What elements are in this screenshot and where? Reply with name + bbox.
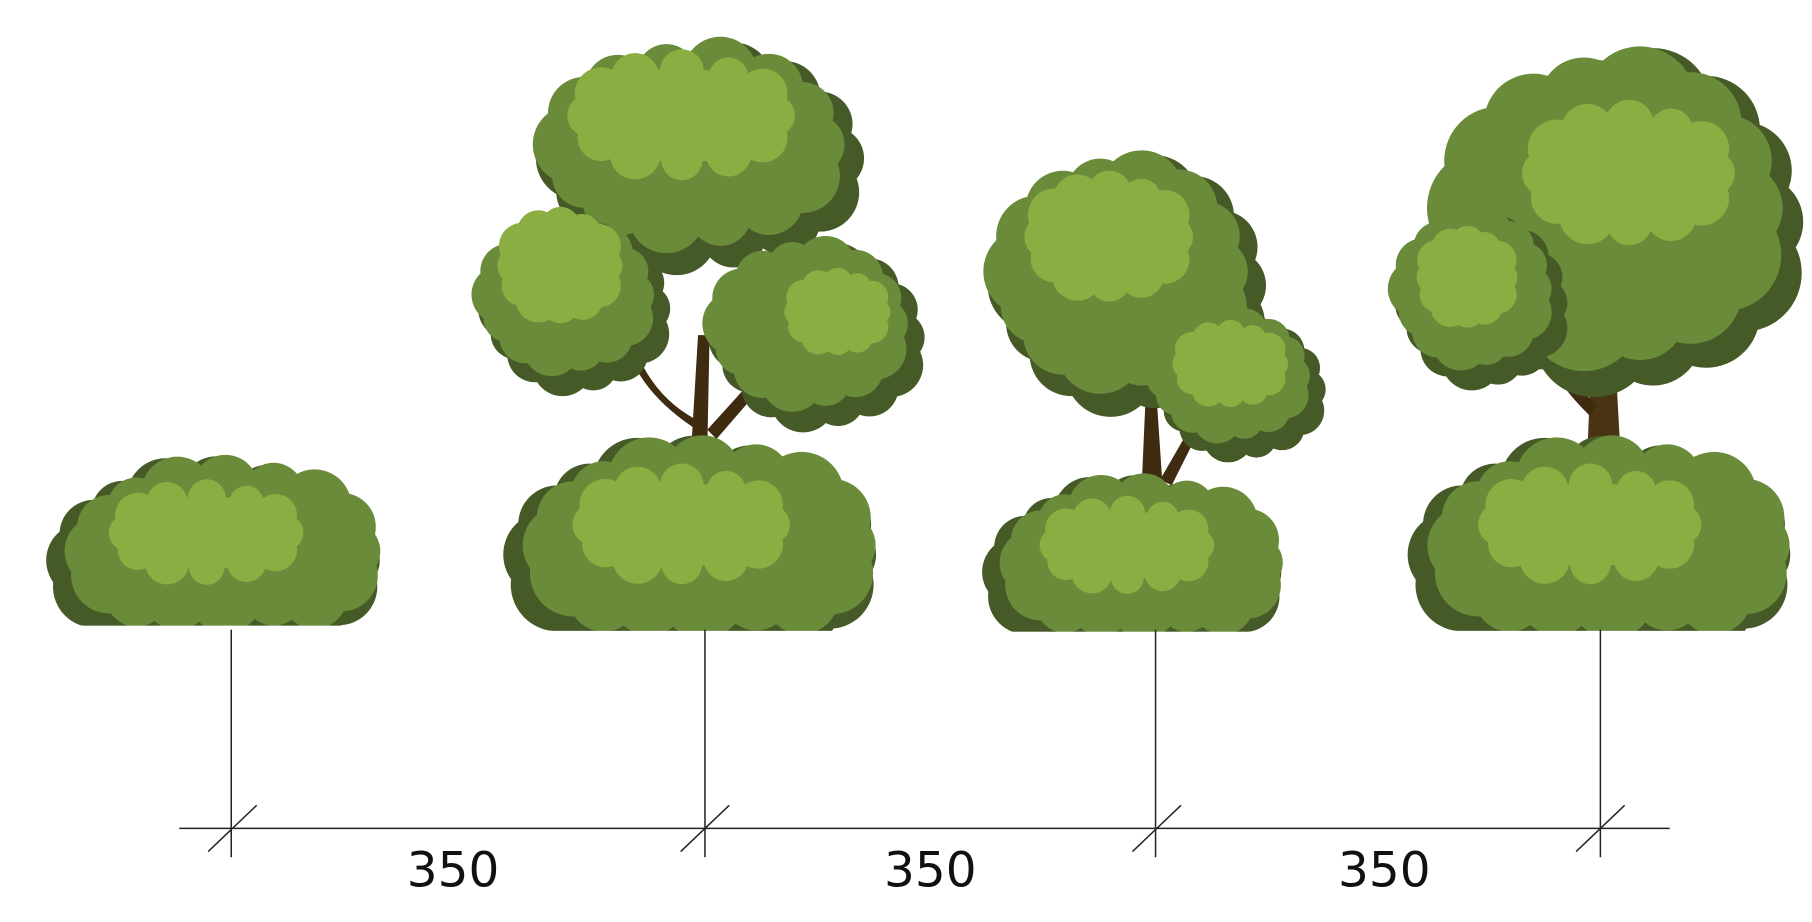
foliage-blob: [1215, 508, 1279, 572]
foliage-cluster: [1478, 463, 1702, 585]
foliage-blob: [661, 543, 703, 585]
foliage-blob: [1645, 480, 1695, 530]
foliage-blob: [1606, 199, 1653, 246]
foliage-blob: [734, 166, 804, 236]
foliage-blob: [705, 131, 752, 177]
foliage-blob: [1237, 374, 1268, 405]
foliage-cluster: [1024, 170, 1194, 302]
foliage-blob: [660, 463, 704, 507]
foliage-blob: [1168, 509, 1209, 550]
foliage-blob: [703, 536, 749, 581]
foliage-blob: [689, 183, 752, 246]
foliage-blob: [793, 478, 871, 557]
foliage-blob: [226, 542, 267, 583]
foliage-cluster: [1416, 225, 1518, 328]
foliage-blob: [733, 480, 783, 530]
foliage-blob: [1072, 498, 1112, 538]
foliage-blob: [576, 224, 621, 269]
foliage-blob: [708, 57, 749, 98]
foliage-cluster: [1039, 495, 1215, 594]
foliage-blob: [187, 479, 226, 518]
foliage-blob: [1252, 332, 1286, 366]
dimension-lines: 350 350 350: [179, 629, 1670, 898]
foliage-blob: [1118, 252, 1164, 298]
foliage-cluster: [1387, 208, 1552, 371]
foliage-blob: [659, 49, 704, 94]
trees: [46, 36, 1812, 702]
tick: [1131, 804, 1182, 853]
foliage-blob: [1570, 543, 1611, 585]
ground-mask: [1409, 630, 1812, 701]
trunk: [691, 335, 710, 451]
foliage-blob: [1139, 189, 1190, 240]
foliage-blob: [1216, 319, 1246, 350]
foliage-cluster: [567, 49, 796, 181]
dimension-label: 350: [1338, 842, 1431, 898]
foliage-blob: [307, 492, 376, 561]
foliage-blob: [1613, 536, 1659, 581]
foliage-blob: [1477, 240, 1517, 280]
dimension-label: 350: [407, 842, 500, 898]
foliage-cluster: [784, 267, 891, 356]
foliage-cluster: [1522, 99, 1735, 246]
foliage-blob: [1520, 466, 1569, 515]
foliage-blob: [1110, 560, 1144, 594]
foliage-blob: [1568, 463, 1613, 507]
ground-mask: [982, 631, 1306, 702]
foliage-cluster: [572, 463, 790, 585]
foliage-blob: [1645, 190, 1697, 242]
foliage-blob: [146, 482, 188, 524]
tick: [207, 804, 258, 853]
foliage-blob: [611, 53, 660, 102]
foliage-blob: [188, 549, 225, 585]
foliage-blob: [1560, 104, 1615, 158]
foliage-blob: [1144, 554, 1181, 592]
dimension-label: 350: [884, 842, 977, 898]
ground-mask: [46, 625, 405, 695]
foliage-blob: [254, 494, 298, 537]
ground-mask: [506, 630, 900, 701]
foliage-blob: [1109, 495, 1146, 532]
tick: [1575, 804, 1626, 853]
foliage-blob: [1674, 121, 1730, 177]
foliage-blob: [855, 280, 889, 314]
foliage-blob: [661, 139, 703, 181]
foliage-blob: [613, 466, 662, 515]
foliage-cluster: [1172, 319, 1289, 408]
foliage-blob: [1604, 99, 1654, 149]
foliage-cluster: [497, 206, 623, 324]
foliage-blob: [1706, 478, 1785, 557]
foliage-blob: [737, 68, 788, 119]
tick: [680, 804, 730, 853]
foliage-cluster: [108, 479, 304, 585]
foliage-blob: [1087, 170, 1132, 215]
